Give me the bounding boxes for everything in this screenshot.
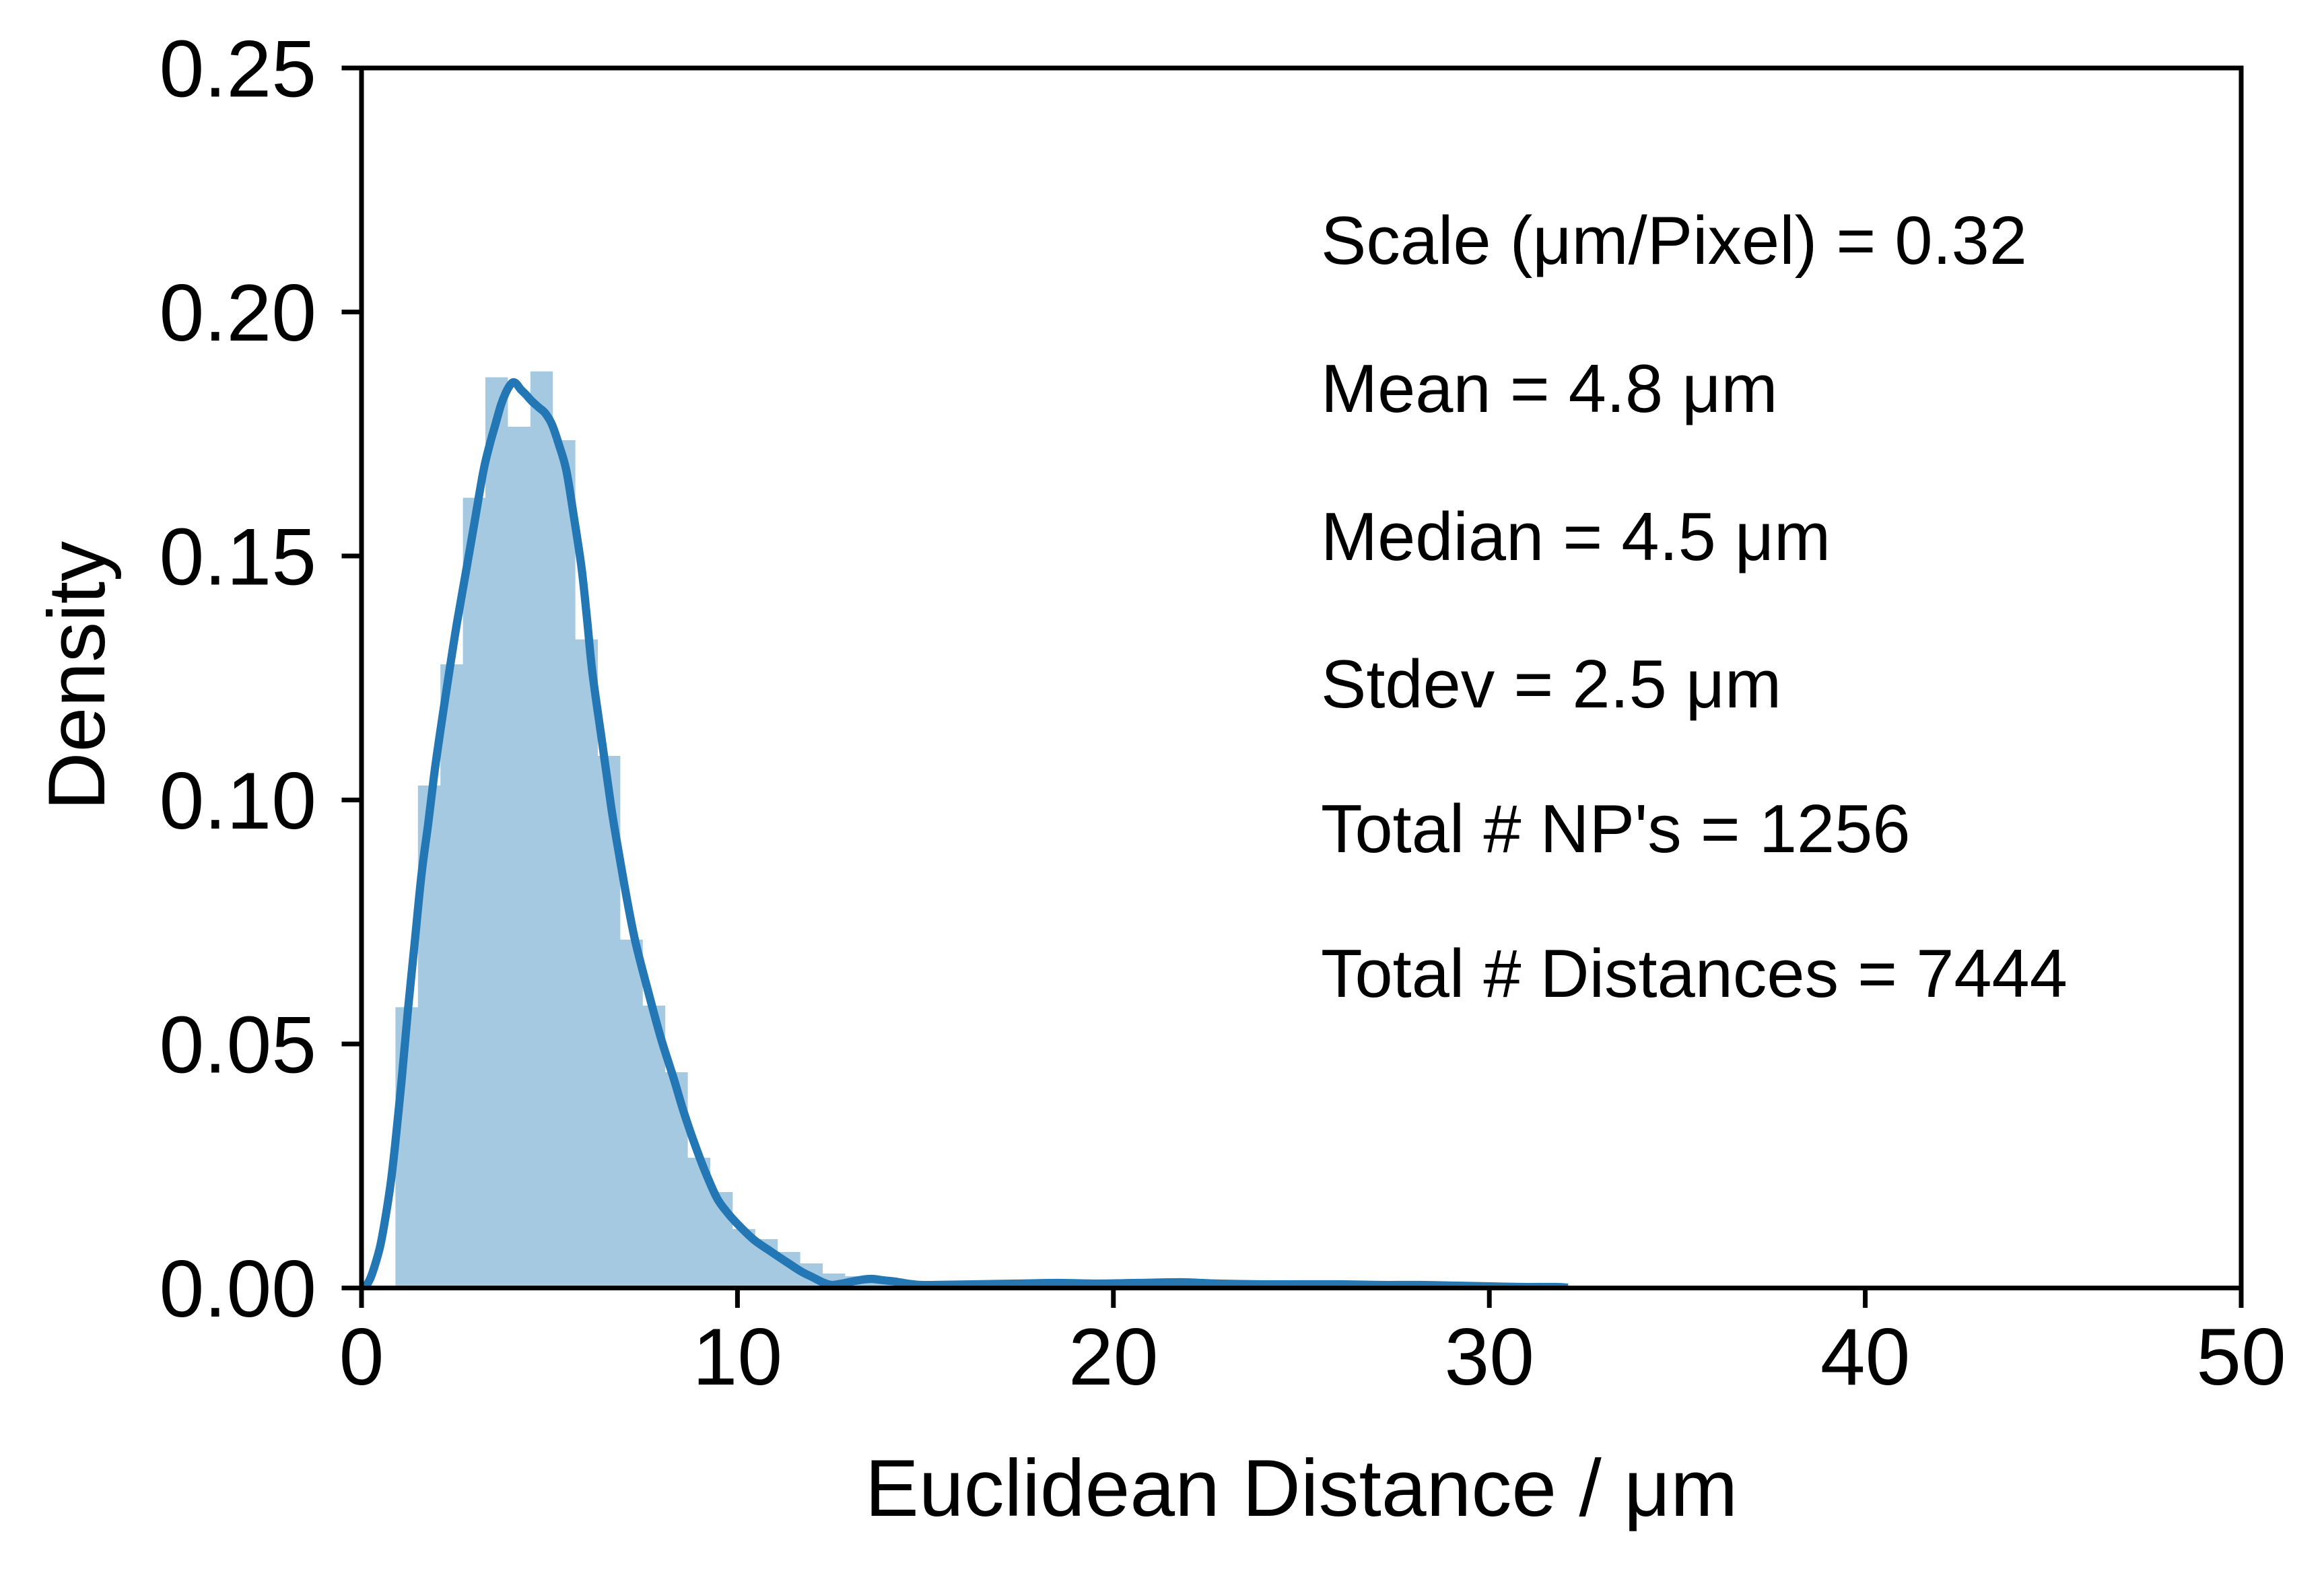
- svg-text:0.20: 0.20: [159, 268, 316, 358]
- svg-text:50: 50: [2196, 1312, 2286, 1402]
- svg-text:Mean = 4.8 μm: Mean = 4.8 μm: [1321, 351, 1778, 427]
- svg-text:Total # Distances = 7444: Total # Distances = 7444: [1321, 936, 2067, 1012]
- svg-text:10: 10: [693, 1312, 782, 1402]
- svg-text:Total # NP's = 1256: Total # NP's = 1256: [1321, 792, 1911, 867]
- svg-text:Scale (μm/Pixel) = 0.32: Scale (μm/Pixel) = 0.32: [1321, 203, 2027, 279]
- svg-text:40: 40: [1820, 1312, 1910, 1402]
- svg-text:0.15: 0.15: [159, 512, 316, 602]
- svg-text:20: 20: [1068, 1312, 1158, 1402]
- svg-text:0.00: 0.00: [159, 1244, 316, 1334]
- svg-text:Stdev = 2.5 μm: Stdev = 2.5 μm: [1321, 647, 1781, 722]
- svg-text:Euclidean Distance / μm: Euclidean Distance / μm: [865, 1443, 1738, 1533]
- svg-text:0: 0: [339, 1312, 384, 1402]
- svg-text:0.05: 0.05: [159, 1000, 316, 1090]
- svg-text:0.10: 0.10: [159, 756, 316, 846]
- svg-text:Median = 4.5 μm: Median = 4.5 μm: [1321, 499, 1831, 575]
- svg-text:0.25: 0.25: [159, 24, 316, 114]
- svg-text:Density: Density: [32, 541, 122, 810]
- svg-text:30: 30: [1444, 1312, 1534, 1402]
